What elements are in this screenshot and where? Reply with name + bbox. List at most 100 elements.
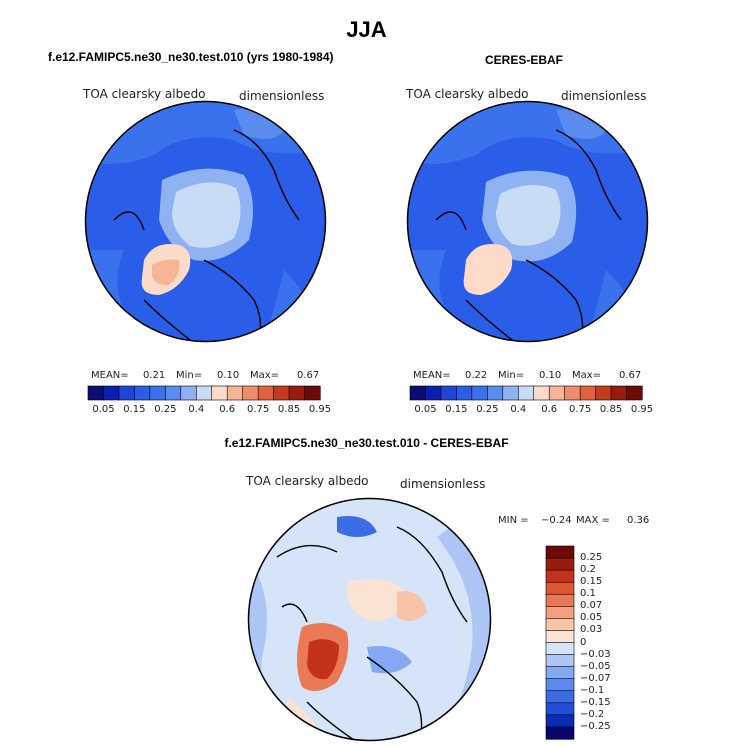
- diff-colorbar-swatch: [545, 581, 575, 595]
- obs-colorbar-swatch: [548, 385, 566, 401]
- obs-min-label: Min=: [498, 370, 525, 381]
- model-colorbar-tick-label: 0.6: [219, 404, 236, 415]
- obs-max-value: 0.67: [619, 370, 642, 381]
- diff-colorbar-tick-label: −0.07: [580, 672, 611, 684]
- obs-colorbar-tick-label: 0.6: [541, 404, 558, 415]
- diff-colorbar-swatch: [545, 666, 575, 680]
- obs-colorbar-tick-label: 0.85: [599, 404, 623, 415]
- model-arctic-inner: [172, 182, 241, 248]
- diff-colorbar-tick-label: −0.1: [580, 684, 605, 696]
- obs-colorbar-swatch: [409, 385, 427, 401]
- diff-field-patch-east: [397, 591, 427, 621]
- obs-colorbar-tick-label: 0.15: [445, 404, 468, 415]
- diff-colorbar-swatch: [545, 593, 575, 607]
- model-colorbar-swatch: [87, 385, 105, 401]
- model-units-label: dimensionless: [239, 89, 325, 103]
- model-colorbar-swatch: [288, 385, 306, 401]
- obs-max-label: Max=: [572, 370, 602, 381]
- diff-colorbar-swatch: [545, 618, 575, 632]
- model-colorbar-swatch: [195, 385, 213, 401]
- obs-colorbar-swatch: [440, 385, 457, 401]
- diff-colorbar-swatch: [545, 569, 575, 583]
- obs-mean-label: MEAN=: [413, 370, 451, 381]
- diff-colorbar-tick-label: −0.15: [580, 696, 611, 708]
- model-colorbar-swatch: [103, 385, 120, 401]
- diff-colorbar-swatch: [545, 630, 575, 644]
- diff-colorbar-swatch: [545, 654, 575, 668]
- obs-colorbar-tick-label: 0.25: [476, 404, 499, 415]
- diff-colorbar-swatch: [545, 678, 575, 692]
- obs-colorbar-tick-label: 0.4: [510, 404, 527, 415]
- obs-colorbar-swatch: [502, 385, 519, 401]
- diff-panel-title: f.e12.FAMIPC5.ne30_ne30.test.010 - CERES…: [224, 436, 509, 450]
- model-colorbar-tick-label: 0.95: [308, 404, 332, 415]
- model-colorbar-swatch: [118, 385, 135, 401]
- diff-colorbar-tick-label: 0.2: [580, 564, 596, 576]
- obs-colorbar-tick-label: 0.95: [630, 404, 654, 415]
- diff-colorbar-tick-label: 0: [580, 636, 587, 648]
- model-colorbar-swatch: [165, 385, 182, 401]
- obs-field-patch-ne: [556, 109, 606, 139]
- diff-colorbar-tick-label: 0.1: [580, 588, 596, 600]
- diff-field-patch-south: [367, 646, 412, 674]
- diff-field-patch-north: [337, 516, 377, 537]
- model-field-patch-ne: [234, 109, 284, 139]
- obs-coastlines: [435, 129, 622, 342]
- model-colorbar-swatch: [226, 385, 244, 401]
- model-colorbar-swatch: [180, 385, 197, 401]
- model-map-border: [84, 100, 327, 343]
- diff-map-border: [247, 497, 492, 742]
- model-colorbar-tick-label: 0.25: [154, 404, 177, 415]
- model-colorbar-swatch: [304, 385, 321, 401]
- diff-colorbar-swatch: [545, 726, 575, 740]
- model-colorbar-swatch: [257, 385, 275, 401]
- model-colorbar-swatch: [149, 385, 166, 401]
- model-colorbar: [87, 385, 321, 401]
- obs-colorbar: [409, 385, 643, 401]
- diff-colorbar-tick-label: 0.15: [580, 576, 603, 588]
- model-colorbar-swatch: [273, 385, 290, 401]
- obs-variable-label: TOA clearsky albedo: [406, 87, 529, 101]
- model-colorbar-swatch: [211, 385, 228, 401]
- model-colorbar-swatch: [242, 385, 259, 401]
- obs-colorbar-swatch: [533, 385, 550, 401]
- diff-max-value: 0.36: [627, 515, 650, 526]
- model-greenland-core: [152, 259, 180, 286]
- diff-colorbar-swatch: [545, 606, 575, 619]
- model-colorbar-tick-label: 0.05: [92, 404, 115, 415]
- diff-field-patch-center: [347, 578, 407, 622]
- model-colorbar-tick-label: 0.85: [277, 404, 301, 415]
- model-panel-title: f.e12.FAMIPC5.ne30_ne30.test.010 (yrs 19…: [48, 50, 334, 64]
- diff-polar-map: [247, 497, 492, 742]
- model-max-label: Max=: [250, 370, 280, 381]
- obs-colorbar-swatch: [471, 385, 488, 401]
- diff-field-greenland-core: [307, 639, 339, 680]
- obs-colorbar-swatch: [425, 385, 442, 401]
- obs-colorbar-swatch: [626, 385, 643, 401]
- diff-colorbar-swatch: [545, 545, 575, 559]
- diff-max-label: MAX =: [576, 515, 610, 526]
- diff-colorbar-tick-label: −0.2: [580, 708, 605, 720]
- diff-variable-label: TOA clearsky albedo: [246, 474, 369, 488]
- model-mean-label: MEAN=: [91, 370, 129, 381]
- diff-colorbar-swatch: [545, 702, 575, 716]
- model-polar-map: [84, 100, 327, 343]
- obs-mean-value: 0.22: [465, 370, 488, 381]
- obs-min-value: 0.10: [539, 370, 562, 381]
- obs-colorbar-swatch: [564, 385, 581, 401]
- model-mean-value: 0.21: [143, 370, 166, 381]
- diff-colorbar: [545, 545, 575, 740]
- obs-colorbar-swatch: [610, 385, 628, 401]
- diff-colorbar-tick-label: 0.03: [580, 624, 603, 636]
- diff-colorbar-swatch: [545, 642, 575, 656]
- obs-colorbar-swatch: [487, 385, 504, 401]
- obs-colorbar-tick-label: 0.05: [414, 404, 437, 415]
- diff-colorbar-tick-label: 0.07: [580, 600, 603, 612]
- diff-colorbar-tick-label: −0.05: [580, 660, 611, 672]
- obs-units-label: dimensionless: [561, 89, 647, 103]
- diff-colorbar-tick-label: −0.03: [580, 648, 611, 660]
- obs-panel-title: CERES-EBAF: [485, 53, 564, 67]
- obs-colorbar-swatch: [456, 385, 473, 401]
- model-variable-label: TOA clearsky albedo: [83, 87, 206, 101]
- diff-colorbar-swatch: [545, 714, 575, 728]
